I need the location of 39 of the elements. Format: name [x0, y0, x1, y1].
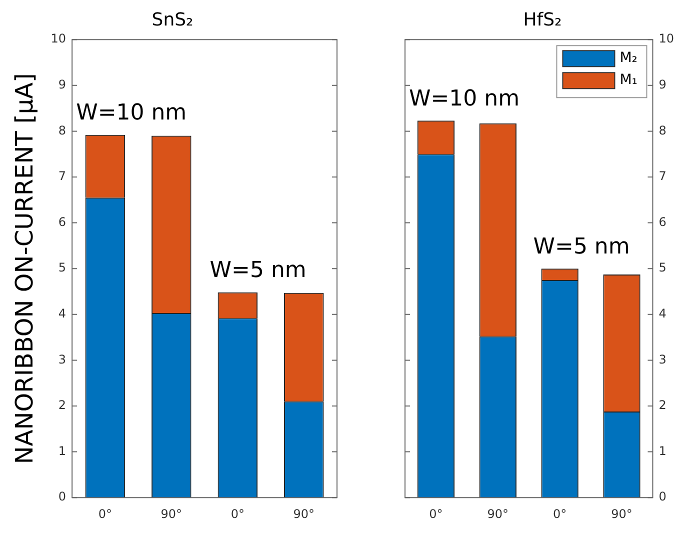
chart-title: HfS₂	[523, 9, 562, 30]
y-tick-label: 6	[658, 214, 666, 229]
y-tick-label: 2	[658, 398, 666, 412]
y-tick-label: 6	[58, 214, 66, 229]
y-tick-label: 5	[658, 260, 666, 275]
legend-label: M₁	[620, 72, 638, 88]
y-axis-title: NANORIBBON ON-CURRENT [μA]	[10, 73, 39, 464]
annotation: W=10 nm	[409, 86, 520, 112]
y-tick-label: 4	[658, 306, 666, 321]
x-tick-label: 0°	[553, 506, 567, 521]
x-tick-label: 90°	[160, 506, 182, 521]
y-tick-label: 7	[58, 169, 66, 184]
x-tick-label: 0°	[230, 506, 244, 521]
y-tick-label: 3	[58, 352, 66, 366]
y-tick-label: 5	[58, 260, 66, 275]
annotation: W=5 nm	[533, 234, 630, 260]
y-tick-label: 0	[658, 490, 666, 504]
legend-label: M₂	[620, 50, 638, 66]
y-tick-label: 7	[658, 169, 666, 184]
chart-title: SnS₂	[152, 9, 194, 30]
x-tick-label: 0°	[429, 506, 443, 521]
x-tick-label: 0°	[98, 506, 112, 521]
y-tick-label: 10	[50, 32, 66, 46]
y-tick-label: 9	[58, 78, 66, 92]
annotation: W=10 nm	[76, 100, 187, 126]
y-tick-label: 1	[658, 444, 666, 458]
y-tick-label: 3	[658, 352, 666, 366]
x-tick-label: 90°	[293, 506, 315, 521]
annotation: W=5 nm	[210, 258, 306, 284]
y-tick-label: 8	[658, 123, 666, 138]
y-tick-label: 4	[58, 306, 66, 321]
x-tick-label: 90°	[487, 506, 509, 521]
y-tick-label: 10	[658, 32, 674, 46]
y-tick-label: 1	[58, 444, 66, 458]
y-tick-label: 2	[58, 398, 66, 412]
y-tick-label: 8	[58, 123, 66, 138]
x-tick-label: 90°	[611, 506, 632, 521]
y-tick-label: 9	[658, 78, 666, 92]
y-tick-label: 0	[58, 490, 66, 504]
